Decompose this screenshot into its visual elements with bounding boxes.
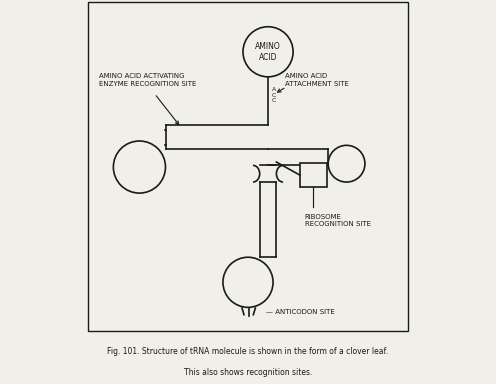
Text: This also shows recognition sites.: This also shows recognition sites.	[184, 368, 312, 377]
Text: AMINO ACID
ATTACHMENT SITE: AMINO ACID ATTACHMENT SITE	[285, 73, 349, 87]
Bar	[300, 163, 327, 187]
Text: RIBOSOME
RECOGNITION SITE: RIBOSOME RECOGNITION SITE	[305, 214, 371, 227]
Text: AMINO
ACID: AMINO ACID	[255, 42, 281, 62]
Text: A
C
C: A C C	[272, 87, 276, 103]
Text: — ANTICODON SITE: — ANTICODON SITE	[266, 310, 335, 315]
Text: Fig. 101. Structure of tRNA molecule is shown in the form of a clover leaf.: Fig. 101. Structure of tRNA molecule is …	[108, 347, 388, 356]
Text: AMINO ACID ACTIVATING
ENZYME RECOGNITION SITE: AMINO ACID ACTIVATING ENZYME RECOGNITION…	[99, 73, 197, 87]
